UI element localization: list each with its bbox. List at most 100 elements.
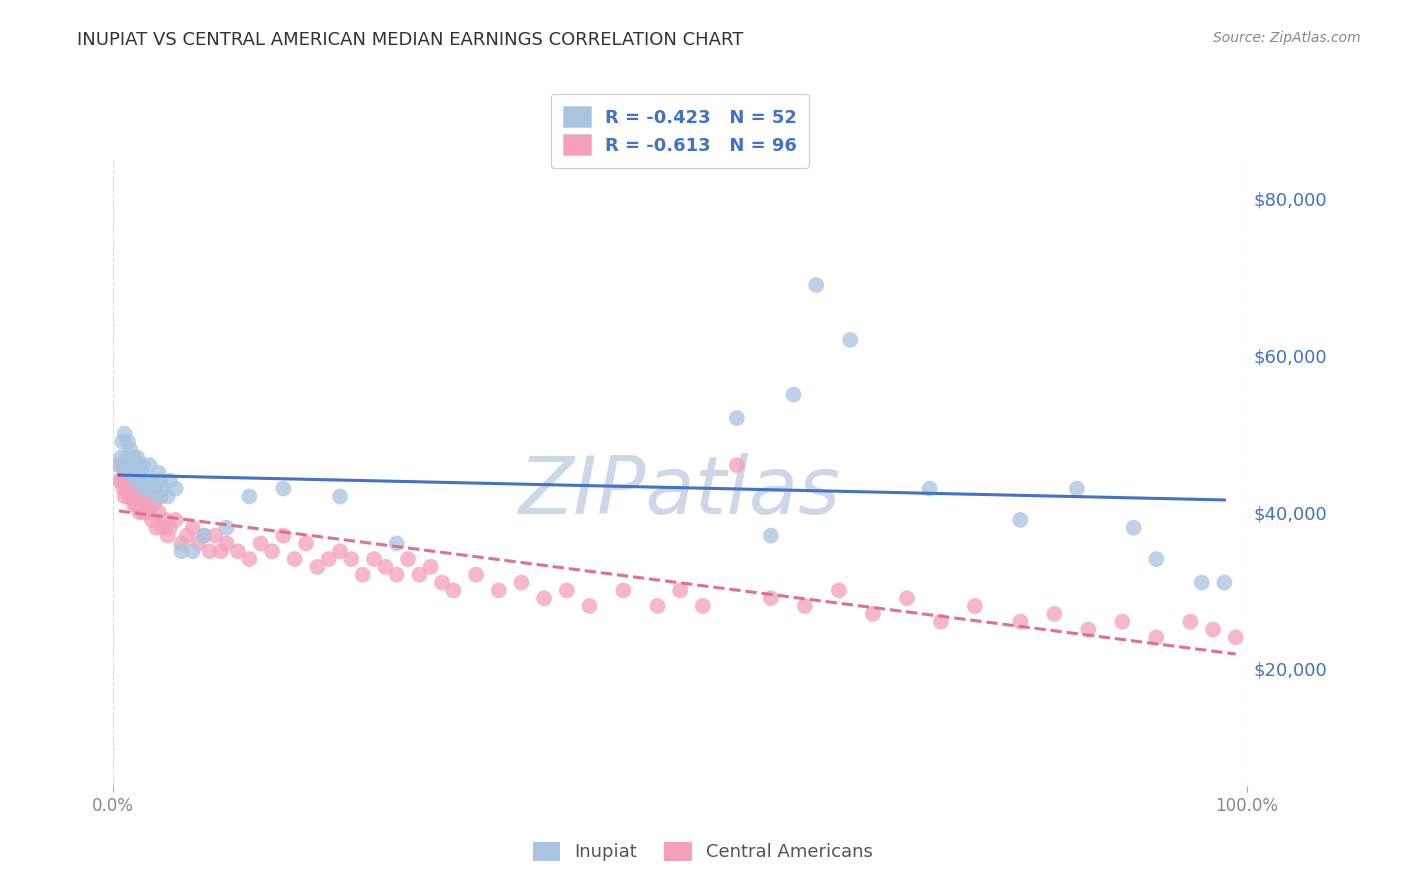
Point	[120, 442, 142, 457]
Point	[193, 528, 215, 542]
Point	[125, 497, 148, 511]
Point	[187, 536, 209, 550]
Point	[1144, 631, 1167, 645]
Point	[181, 521, 204, 535]
Point	[108, 474, 131, 488]
Point	[295, 536, 318, 550]
Point	[862, 607, 884, 621]
Point	[120, 458, 142, 472]
Point	[578, 599, 600, 613]
Point	[352, 567, 374, 582]
Point	[385, 567, 408, 582]
Point	[149, 490, 172, 504]
Point	[1191, 575, 1213, 590]
Point	[1122, 521, 1144, 535]
Point	[114, 474, 136, 488]
Point	[238, 490, 260, 504]
Point	[120, 490, 142, 504]
Point	[127, 490, 149, 504]
Point	[143, 482, 166, 496]
Point	[488, 583, 510, 598]
Point	[156, 528, 179, 542]
Point	[329, 490, 352, 504]
Point	[134, 474, 156, 488]
Point	[249, 536, 271, 550]
Point	[273, 482, 295, 496]
Point	[115, 450, 138, 465]
Point	[1010, 513, 1032, 527]
Point	[1111, 615, 1133, 629]
Point	[117, 466, 139, 480]
Point	[669, 583, 692, 598]
Point	[114, 466, 136, 480]
Point	[181, 544, 204, 558]
Point	[408, 567, 430, 582]
Point	[1066, 482, 1088, 496]
Point	[1180, 615, 1202, 629]
Point	[918, 482, 941, 496]
Point	[152, 521, 174, 535]
Point	[725, 458, 748, 472]
Point	[209, 544, 232, 558]
Point	[1144, 552, 1167, 566]
Point	[430, 575, 453, 590]
Point	[555, 583, 578, 598]
Point	[131, 497, 153, 511]
Point	[176, 528, 198, 542]
Point	[441, 583, 464, 598]
Point	[132, 490, 155, 504]
Point	[1010, 615, 1032, 629]
Point	[136, 482, 159, 496]
Point	[725, 411, 748, 425]
Point	[1225, 631, 1247, 645]
Point	[385, 536, 408, 550]
Point	[759, 591, 782, 606]
Point	[138, 505, 160, 519]
Point	[1213, 575, 1236, 590]
Point	[127, 466, 149, 480]
Point	[510, 575, 533, 590]
Point	[120, 466, 142, 480]
Point	[122, 450, 145, 465]
Point	[117, 434, 139, 449]
Point	[110, 450, 132, 465]
Point	[273, 528, 295, 542]
Point	[145, 521, 167, 535]
Point	[117, 482, 139, 496]
Legend: Inupiat, Central Americans: Inupiat, Central Americans	[522, 831, 884, 872]
Point	[329, 544, 352, 558]
Point	[692, 599, 714, 613]
Point	[759, 528, 782, 542]
Point	[115, 482, 138, 496]
Point	[124, 490, 146, 504]
Point	[132, 458, 155, 472]
Point	[118, 490, 141, 504]
Point	[129, 490, 152, 504]
Point	[141, 513, 163, 527]
Point	[129, 474, 152, 488]
Point	[1202, 623, 1225, 637]
Point	[612, 583, 634, 598]
Point	[114, 426, 136, 441]
Point	[929, 615, 952, 629]
Point	[260, 544, 283, 558]
Point	[165, 513, 187, 527]
Point	[374, 560, 396, 574]
Point	[828, 583, 851, 598]
Point	[125, 458, 148, 472]
Point	[111, 434, 134, 449]
Point	[141, 474, 163, 488]
Point	[215, 536, 238, 550]
Text: ZIPatlas: ZIPatlas	[519, 453, 841, 531]
Point	[152, 482, 174, 496]
Point	[125, 474, 148, 488]
Point	[465, 567, 488, 582]
Point	[148, 466, 170, 480]
Point	[138, 458, 160, 472]
Point	[963, 599, 986, 613]
Point	[170, 544, 193, 558]
Point	[806, 278, 828, 293]
Point	[145, 490, 167, 504]
Point	[839, 333, 862, 347]
Point	[198, 544, 221, 558]
